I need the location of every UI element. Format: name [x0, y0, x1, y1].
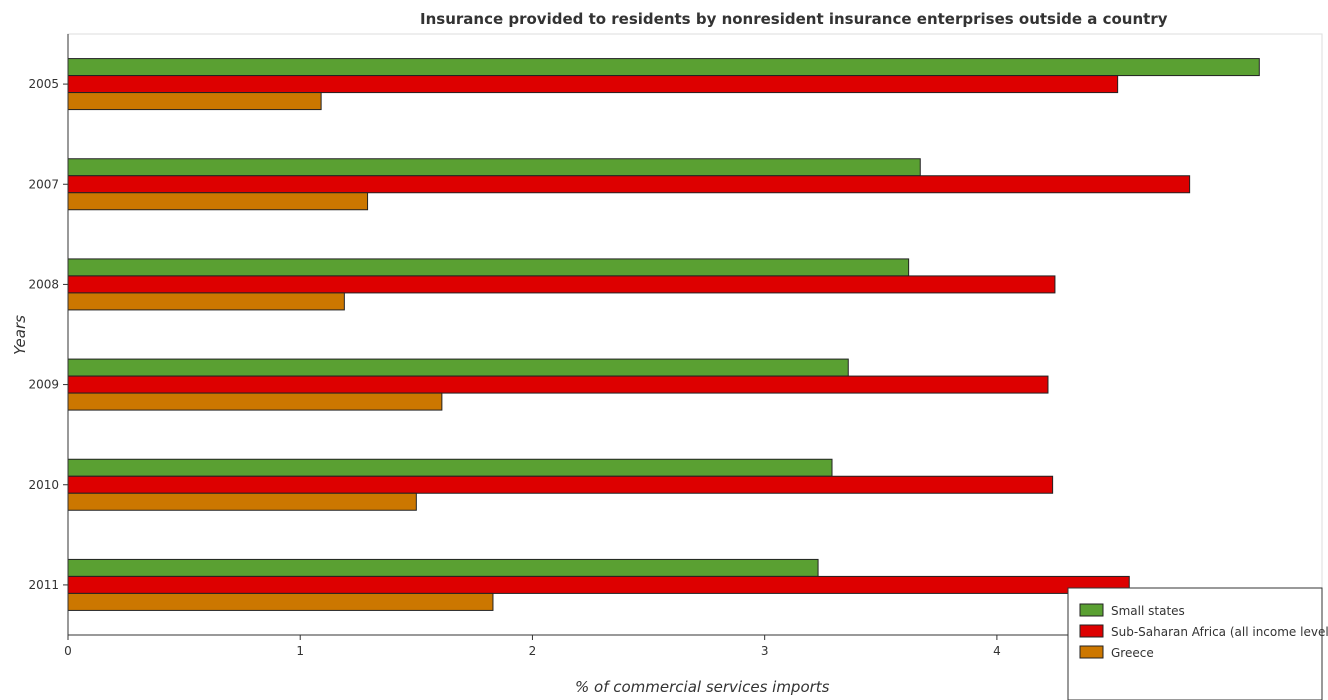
bar-sub-saharan-africa-all-income-levels-2010: [67, 475, 1054, 494]
x-tick-label: 2: [529, 644, 537, 658]
x-tick-label: 4: [993, 644, 1001, 658]
bar-greece-2008: [67, 292, 345, 311]
bar-sub-saharan-africa-all-income-levels-2005: [67, 75, 1119, 94]
bar-greece-2005: [67, 92, 322, 111]
bar-small-states-2009: [67, 358, 849, 377]
bar-small-states-2010: [67, 458, 833, 477]
bar-small-states-2005: [67, 58, 1260, 77]
x-axis-title: % of commercial services imports: [575, 678, 830, 696]
y-tick-label: 2007: [28, 177, 59, 191]
legend-swatch-small-states: [1079, 603, 1104, 617]
legend-label-greece: Greece: [1111, 646, 1154, 660]
bar-greece-2011: [67, 592, 494, 611]
legend: Small states Sub-Saharan Africa (all inco…: [1067, 587, 1328, 700]
x-tick-label: 0: [64, 644, 72, 658]
bar-sub-saharan-africa-all-income-levels-2008: [67, 275, 1056, 294]
legend-label-sub-saharan-africa-all-income-levels: Sub-Saharan Africa (all income levels): [1111, 625, 1328, 639]
y-tick-label: 2010: [28, 478, 59, 492]
x-tick-label: 3: [761, 644, 769, 658]
bar-sub-saharan-africa-all-income-levels-2007: [67, 175, 1191, 194]
bar-small-states-2008: [67, 258, 910, 277]
y-tick-label: 2011: [28, 578, 59, 592]
bar-sub-saharan-africa-all-income-levels-2009: [67, 375, 1049, 394]
y-tick-label: 2009: [28, 378, 59, 392]
legend-box: [1067, 587, 1323, 700]
bar-small-states-2007: [67, 158, 921, 177]
bar-greece-2010: [67, 492, 417, 511]
bar-greece-2007: [67, 192, 369, 211]
plot-area: [67, 33, 1323, 636]
y-tick-label: 2005: [28, 77, 59, 91]
x-tick-label: 1: [296, 644, 304, 658]
legend-swatch-sub-saharan-africa-all-income-levels: [1079, 624, 1104, 638]
y-tick-label: 2008: [28, 277, 59, 291]
bar-greece-2009: [67, 392, 443, 411]
y-axis-title: Years: [11, 315, 29, 355]
bar-sub-saharan-africa-all-income-levels-2011: [67, 575, 1130, 594]
legend-label-small-states: Small states: [1111, 604, 1185, 618]
bar-small-states-2011: [67, 558, 819, 577]
legend-swatch-greece: [1079, 645, 1104, 659]
chart-title: Insurance provided to residents by nonre…: [420, 10, 1168, 28]
